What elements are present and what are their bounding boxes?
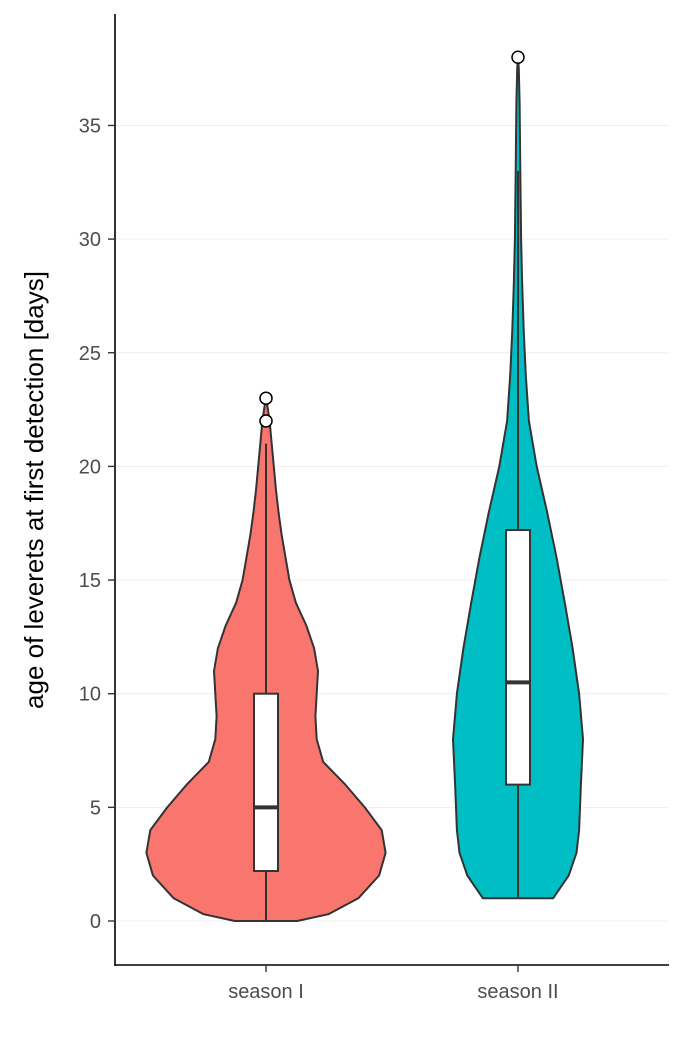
y-tick-label: 5 bbox=[90, 797, 101, 819]
box-iqr bbox=[253, 692, 279, 872]
violins bbox=[145, 50, 584, 922]
y-tick-label: 25 bbox=[79, 343, 101, 365]
x-ticks: season I season II bbox=[228, 965, 559, 1003]
y-tick-label: 30 bbox=[79, 229, 101, 251]
outlier-point bbox=[511, 50, 525, 65]
outlier-point bbox=[259, 391, 273, 405]
y-tick-label: 20 bbox=[79, 456, 101, 478]
x-tick-label: season I bbox=[228, 981, 304, 1003]
x-tick-label: season II bbox=[477, 981, 558, 1003]
outlier-point bbox=[259, 414, 273, 428]
box-iqr bbox=[505, 529, 531, 786]
y-tick-label: 35 bbox=[79, 115, 101, 137]
y-tick-label: 0 bbox=[90, 911, 101, 933]
y-ticks: 0 5 10 15 20 25 30 35 bbox=[79, 115, 115, 933]
y-tick-label: 15 bbox=[79, 570, 101, 592]
y-axis-title: age of leverets at first detection [days… bbox=[19, 271, 49, 709]
y-tick-label: 10 bbox=[79, 684, 101, 706]
